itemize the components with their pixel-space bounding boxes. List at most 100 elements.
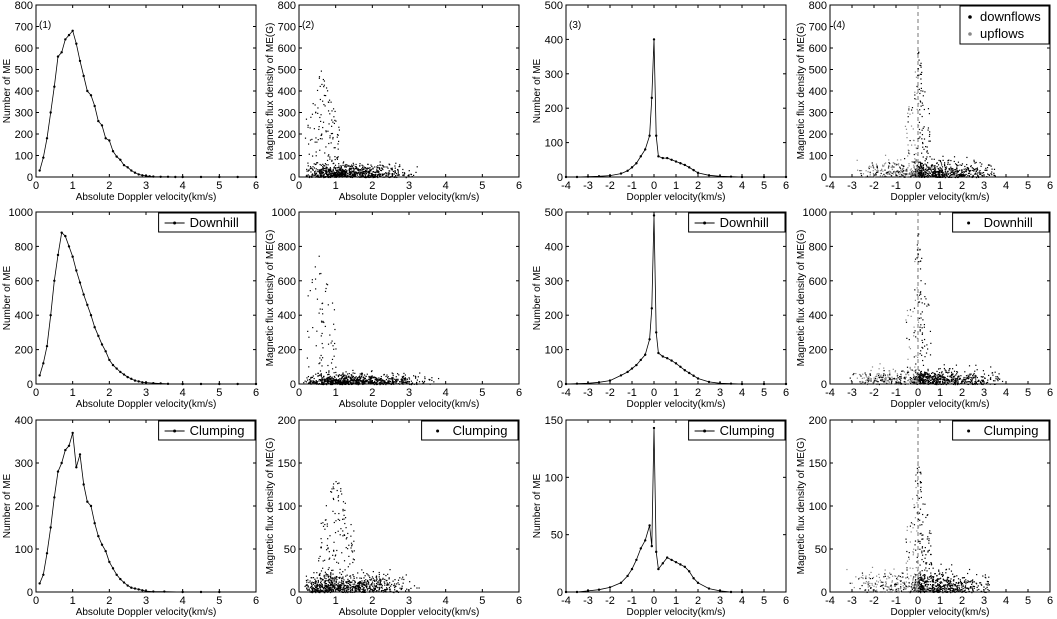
- scatter-point: [360, 577, 363, 579]
- scatter-point: [946, 378, 948, 380]
- scatter-point: [917, 167, 919, 169]
- scatter-point: [908, 346, 910, 348]
- scatter-point: [960, 383, 962, 385]
- scatter-point: [336, 172, 338, 174]
- scatter-point: [349, 176, 352, 178]
- scatter-point: [909, 348, 912, 350]
- scatter-point: [316, 583, 318, 585]
- scatter-point: [316, 175, 319, 177]
- scatter-point: [327, 381, 329, 383]
- scatter-point: [880, 376, 882, 378]
- scatter-point: [331, 582, 334, 584]
- scatter-point: [922, 95, 924, 97]
- scatter-point: [934, 166, 936, 168]
- x-tick-label: 1: [333, 180, 339, 192]
- scatter-point: [926, 166, 928, 168]
- scatter-point: [914, 260, 916, 263]
- data-point: [111, 363, 115, 367]
- scatter-point: [358, 584, 360, 587]
- scatter-point: [336, 175, 338, 177]
- scatter-point: [327, 538, 329, 540]
- data-point: [236, 382, 239, 386]
- scatter-point: [373, 174, 375, 176]
- scatter-point: [315, 373, 317, 375]
- scatter-point: [329, 173, 331, 175]
- scatter-point: [890, 171, 892, 174]
- scatter-point: [368, 591, 371, 593]
- scatter-point: [399, 165, 401, 168]
- scatter-point: [921, 115, 923, 118]
- scatter-point: [352, 174, 354, 176]
- scatter-point: [886, 173, 889, 175]
- scatter-point: [321, 586, 323, 588]
- scatter-point: [360, 172, 362, 174]
- x-tick-label: -1: [891, 387, 901, 399]
- scatter-point: [319, 555, 321, 558]
- scatter-point: [332, 585, 334, 587]
- scatter-point: [372, 381, 374, 384]
- scatter-point: [977, 172, 979, 174]
- scatter-point: [862, 173, 865, 175]
- scatter-point: [317, 579, 319, 582]
- scatter-point: [941, 380, 944, 383]
- scatter-point: [919, 174, 921, 176]
- scatter-point: [927, 176, 929, 178]
- scatter-point: [366, 584, 368, 586]
- scatter-point: [957, 174, 959, 176]
- scatter-point: [921, 174, 923, 176]
- x-tick-label: 3: [981, 180, 987, 192]
- scatter-point: [986, 176, 988, 178]
- scatter-point: [342, 530, 344, 532]
- scatter-point: [312, 169, 314, 171]
- y-tick-label: 200: [809, 345, 827, 357]
- scatter-point: [362, 166, 364, 169]
- scatter-point: [974, 383, 976, 386]
- scatter-point: [937, 167, 939, 170]
- scatter-point: [924, 379, 927, 381]
- scatter-point: [357, 169, 360, 171]
- scatter-point: [960, 173, 962, 175]
- y-axis-label: Number of ME: [532, 265, 543, 330]
- scatter-point: [421, 380, 424, 382]
- scatter-point: [919, 64, 921, 66]
- scatter-point: [325, 371, 327, 374]
- scatter-point: [305, 118, 308, 120]
- scatter-point: [863, 176, 865, 178]
- scatter-point: [965, 176, 968, 178]
- scatter-point: [906, 382, 908, 385]
- scatter-point: [363, 383, 365, 385]
- scatter-point: [330, 101, 332, 103]
- x-tick-label: 0: [296, 387, 302, 399]
- scatter-point: [325, 587, 327, 589]
- y-tick-label: 800: [15, 0, 33, 12]
- scatter-point: [885, 172, 887, 174]
- scatter-point: [948, 371, 950, 373]
- scatter-point: [975, 161, 977, 164]
- scatter-point: [885, 381, 887, 383]
- scatter-point: [941, 175, 943, 177]
- data-point: [655, 331, 658, 334]
- data-point: [130, 377, 133, 381]
- scatter-point: [333, 375, 336, 378]
- scatter-point: [893, 377, 895, 380]
- scatter-point: [969, 170, 971, 172]
- scatter-point: [917, 321, 920, 323]
- scatter-point: [973, 377, 975, 379]
- scatter-point: [327, 171, 329, 173]
- scatter-point: [340, 168, 342, 170]
- scatter-point: [366, 380, 369, 382]
- scatter-point: [882, 376, 884, 379]
- scatter-point: [372, 579, 374, 581]
- scatter-point: [877, 382, 879, 384]
- scatter-point: [384, 176, 386, 178]
- scatter-point: [371, 582, 373, 585]
- scatter-point: [306, 168, 308, 171]
- scatter-point: [971, 378, 973, 380]
- scatter-point: [957, 378, 959, 380]
- scatter-point: [323, 375, 325, 377]
- scatter-point: [330, 362, 333, 364]
- scatter-point: [340, 173, 342, 176]
- scatter-point: [315, 381, 317, 383]
- scatter-point: [943, 380, 946, 382]
- data-point: [159, 175, 162, 178]
